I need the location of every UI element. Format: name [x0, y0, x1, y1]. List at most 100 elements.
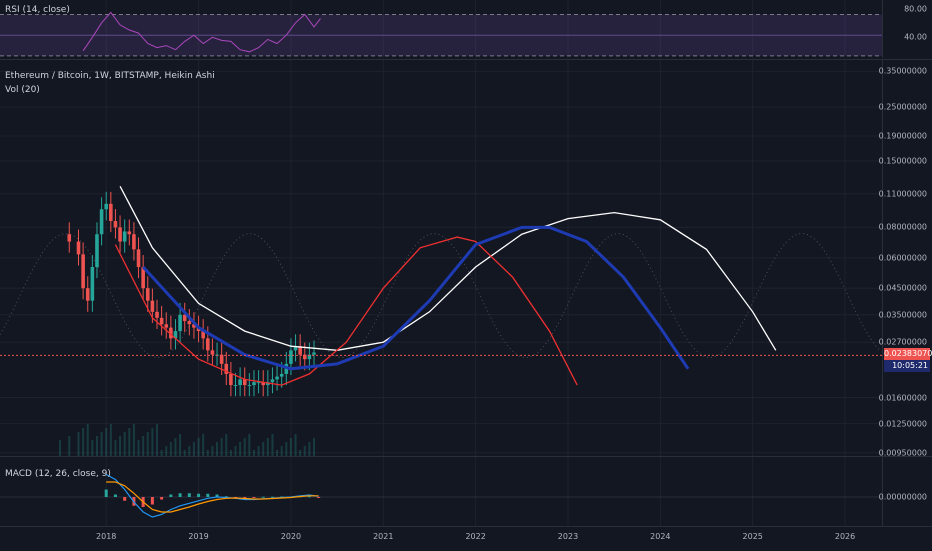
macd-pane[interactable]: MACD (12, 26, close, 9) [0, 456, 882, 526]
candle [256, 382, 261, 384]
volume-bar [151, 428, 154, 456]
candle [196, 327, 201, 332]
macd-histogram-bar [224, 496, 228, 498]
candle [169, 327, 173, 339]
candle [109, 203, 113, 222]
macd-chart [0, 457, 882, 526]
volume-bar [192, 442, 195, 456]
rsi-tick: 80.00 [904, 4, 927, 14]
candle [289, 350, 293, 364]
time-tick: 2021 [373, 532, 394, 541]
volume-bar [174, 438, 177, 456]
time-tick: 2023 [557, 532, 579, 541]
candle [252, 382, 256, 386]
candle [164, 324, 169, 328]
price-pane[interactable]: Ethereum / Bitcoin, 1W, BITSTAMP, Heikin… [0, 59, 882, 456]
candle [122, 231, 127, 242]
candle [159, 317, 164, 325]
price-tick: 0.19000000 [878, 131, 927, 141]
macd-histogram-bar [270, 496, 274, 498]
volume-bar [59, 440, 62, 456]
price-tick: 0.02700000 [878, 337, 927, 347]
candle [210, 350, 215, 355]
price-tick: 0.04500000 [878, 283, 927, 293]
projection-curve [142, 225, 690, 371]
candle [275, 376, 279, 380]
symbol-title: Ethereum / Bitcoin, 1W, BITSTAMP, Heikin… [5, 71, 215, 81]
price-tick: 0.35000000 [878, 66, 927, 76]
candle [118, 227, 122, 242]
rsi-price-axis[interactable]: 80.00 40.00 [882, 0, 932, 58]
price-tick: 0.25000000 [878, 102, 927, 112]
volume-bar [266, 438, 269, 456]
candle [155, 311, 159, 318]
time-tick: 2026 [834, 532, 856, 541]
volume-bar [82, 428, 85, 456]
rsi-tick: 40.00 [904, 32, 927, 42]
macd-histogram-bar [317, 497, 321, 498]
volume-bar [257, 446, 260, 456]
candle [173, 331, 178, 339]
volume-bar [271, 434, 274, 456]
candle [298, 346, 302, 355]
macd-histogram-bar [178, 493, 182, 497]
volume-bar [216, 442, 219, 456]
volume-bar [165, 446, 168, 456]
macd-price-axis[interactable]: 0.00000000 [878, 456, 932, 526]
macd-tick: 0.00000000 [878, 492, 927, 502]
price-axis[interactable]: 0.35000000 0.25000000 0.19000000 0.15000000… [878, 59, 932, 458]
macd-histogram-bar [160, 497, 164, 500]
price-tick: 0.06000000 [878, 253, 927, 263]
candle [127, 231, 132, 235]
time-tick: 2024 [650, 532, 671, 541]
volume-bar [183, 450, 186, 456]
candle [261, 382, 266, 386]
volume-bar [114, 440, 117, 456]
candle [76, 241, 81, 255]
volume-bar [285, 442, 288, 456]
volume-bar [77, 432, 80, 456]
volume-bar [95, 436, 98, 456]
candle [113, 221, 118, 228]
cycle-wave [0, 233, 881, 358]
volume-bar [280, 446, 283, 456]
volume-bar [68, 436, 71, 456]
candle [67, 234, 72, 242]
volume-bar [169, 442, 172, 456]
price-tick: 0.03500000 [878, 310, 927, 320]
volume-bar [313, 438, 316, 456]
volume-bar [276, 450, 279, 456]
candle [201, 331, 205, 339]
candle [302, 354, 307, 360]
projection-curve [119, 185, 777, 351]
macd-histogram-bar [243, 497, 247, 498]
candle [270, 379, 275, 383]
macd-histogram-bar [261, 496, 265, 498]
price-tick: 0.00950000 [878, 448, 927, 458]
candle [312, 352, 316, 355]
rsi-title: RSI (14, close) [5, 5, 70, 15]
macd-histogram-bar [123, 497, 127, 501]
macd-title: MACD (12, 26, close, 9) [5, 469, 111, 479]
time-axis[interactable]: 2018 2019 2020 2021 2022 2023 2024 2025 2026 [0, 526, 932, 551]
macd-histogram-bar [113, 494, 117, 497]
countdown-badge: 10:05:21 [884, 360, 930, 372]
time-tick: 2022 [465, 532, 486, 541]
volume-bar [179, 434, 182, 456]
volume-bar [248, 434, 251, 456]
volume-bar [160, 450, 163, 456]
volume-label: Vol (20) [5, 85, 40, 95]
price-tick: 0.01250000 [878, 419, 927, 429]
candle [136, 249, 141, 268]
candle [247, 385, 252, 387]
candle [150, 300, 155, 312]
candle [141, 267, 145, 289]
price-tick: 0.08000000 [878, 222, 927, 232]
volume-bar [132, 424, 135, 456]
candle [307, 354, 312, 360]
projection-curve [114, 236, 578, 386]
rsi-pane[interactable]: RSI (14, close) [0, 0, 882, 58]
volume-bar [109, 424, 112, 456]
candle [192, 324, 196, 328]
candle [99, 209, 104, 235]
